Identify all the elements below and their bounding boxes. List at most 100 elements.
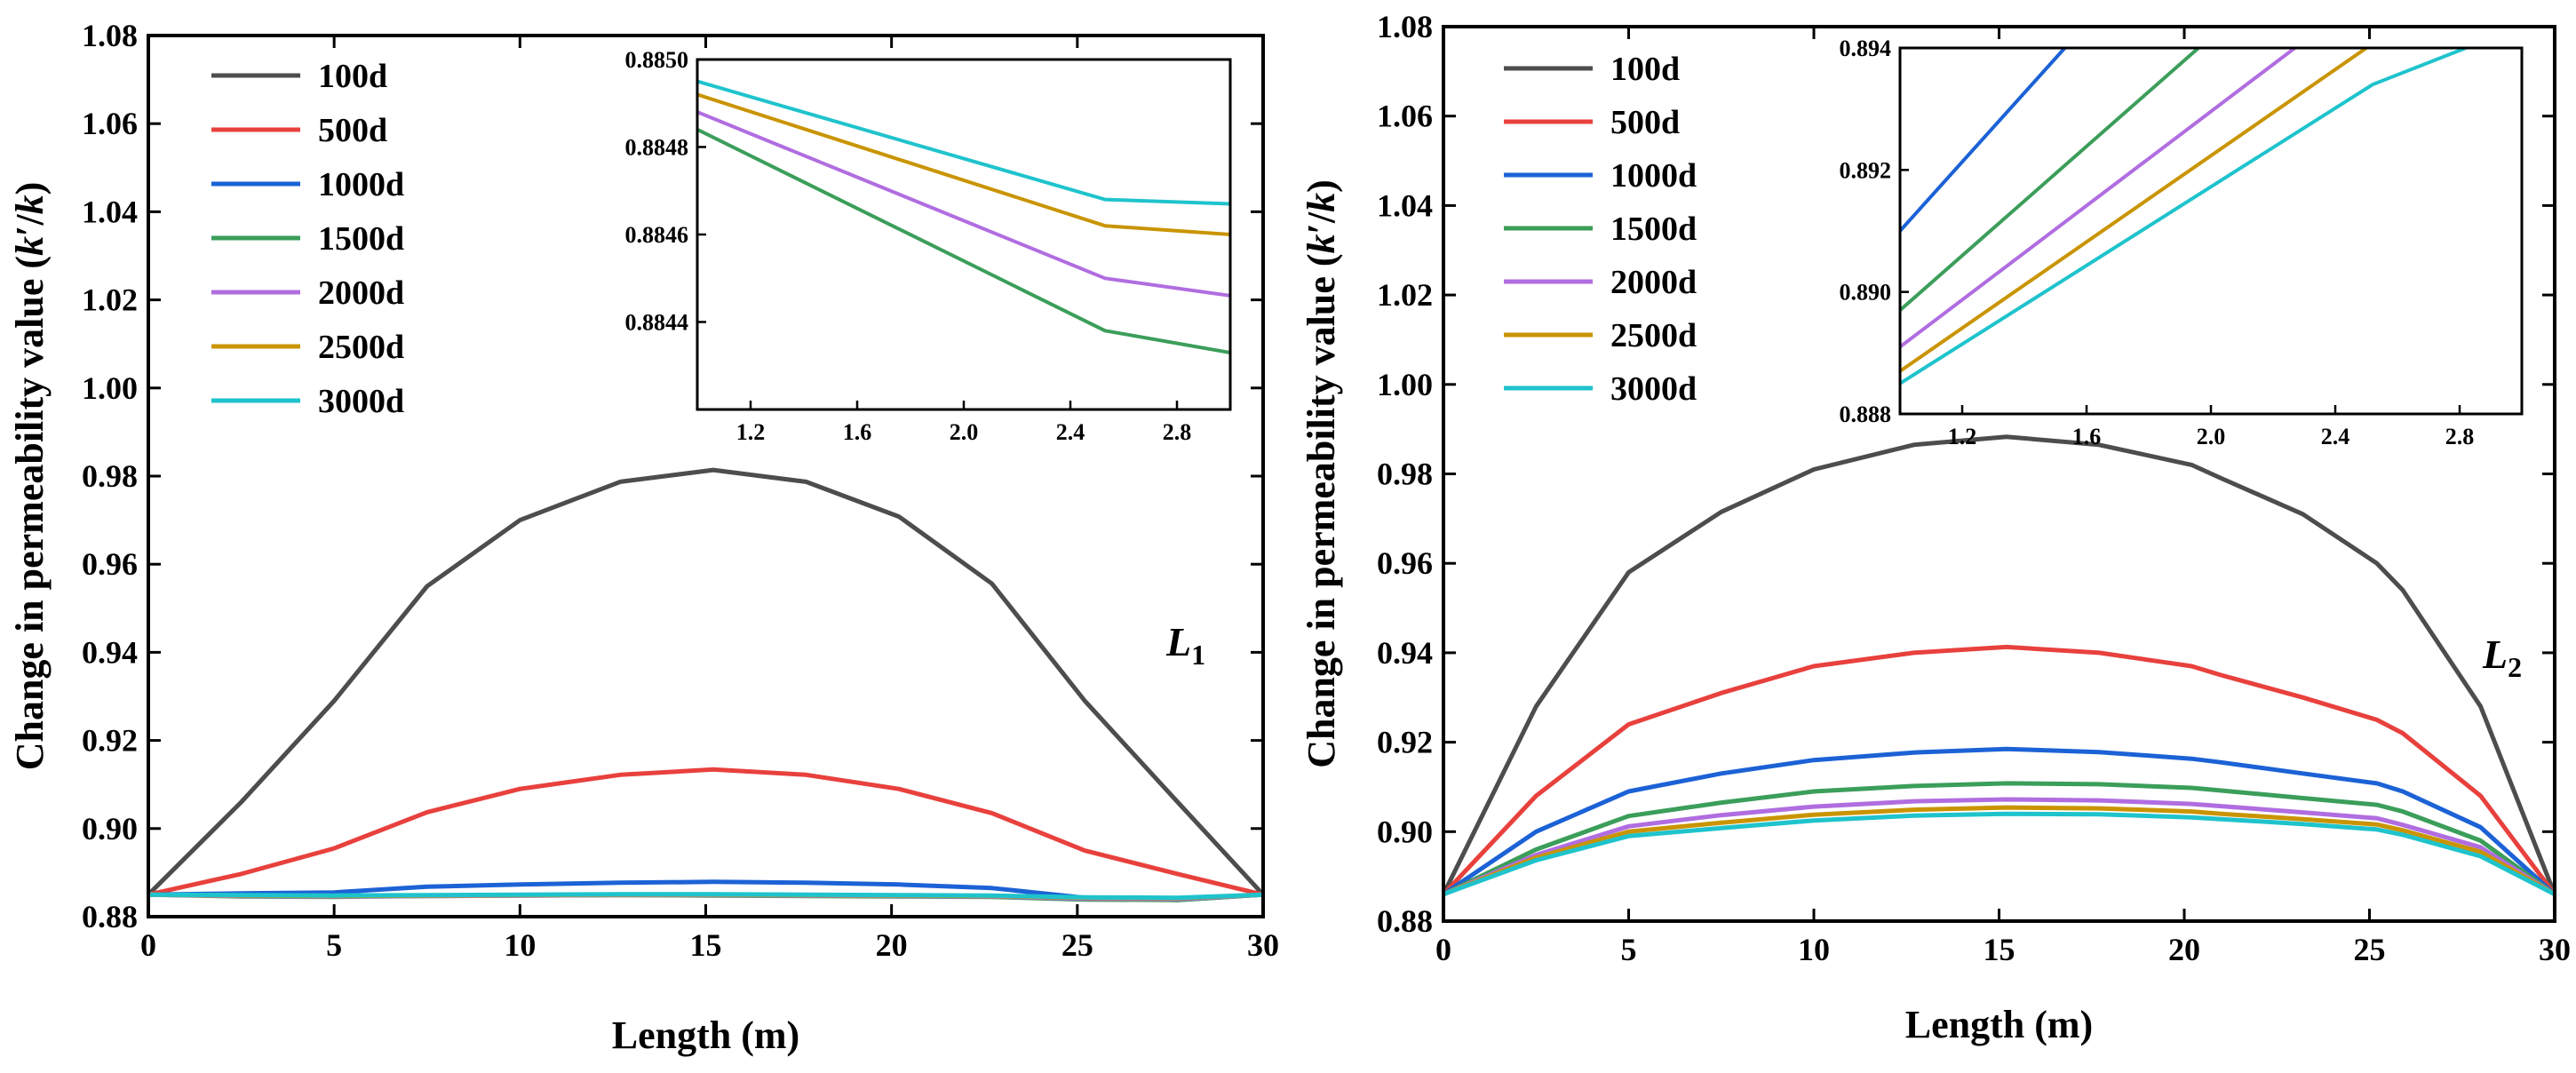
y-tick-label: 1.02 (82, 282, 138, 318)
x-tick-label: 0 (1435, 932, 1451, 967)
y-tick-label: 1.06 (1377, 99, 1433, 134)
x-tick-label: 10 (504, 927, 536, 963)
inset-y-tick-label: 0.890 (1840, 280, 1892, 306)
y-axis-label-part: k (1300, 234, 1343, 253)
x-tick-label: 25 (2354, 932, 2386, 967)
inset-series-group (1900, 48, 2467, 385)
inset-y-tick-label: 0.888 (1840, 401, 1892, 427)
inset-x-tick-label: 2.4 (1056, 419, 1085, 445)
y-tick-label: 0.94 (82, 634, 138, 670)
x-tick-label: 30 (2539, 932, 2571, 967)
y-tick-label: 0.98 (1377, 457, 1433, 492)
y-tick-label: 0.96 (82, 546, 138, 582)
y-tick-label: 1.06 (82, 106, 138, 141)
series-line-3000d (1443, 811, 2555, 897)
inset-x-tick-label: 1.2 (1948, 424, 1977, 449)
series-line-3000d (148, 892, 1263, 901)
y-axis-label-part: ′/ (8, 214, 52, 236)
inset-series-line-2000d (1900, 48, 2296, 349)
legend: 100d 500d 1000d 1500d 2000d 2500d 3000d (1504, 51, 1697, 408)
curve-annotation: L2 (2482, 632, 2522, 683)
series-line-500d (1443, 644, 2555, 896)
y-tick-label: 1.04 (82, 194, 138, 229)
y-axis-label: Change in permeability value (k′/k) (8, 182, 52, 771)
legend-label-1500d: 1500d (318, 220, 404, 258)
inset-x-tick-label: 2.4 (2321, 424, 2350, 449)
series-line-2000d (1443, 797, 2555, 897)
x-axis-label: Length (m) (1905, 1003, 2093, 1046)
y-axis-label-part: ) (8, 182, 52, 195)
series-line-100d (148, 467, 1263, 896)
y-tick-label: 1.04 (1377, 187, 1433, 223)
inset-background (697, 60, 1230, 409)
series-group (1443, 434, 2555, 897)
curve-annotation-letter: L (1165, 619, 1191, 664)
chart-panel-left: 0 5 10 15 20 25 30 0.88 0.90 0.92 0.94 0.96 0.98 1.00… (8, 18, 1279, 1057)
inset-y-tick-label: 0.8846 (625, 222, 689, 248)
series-line-100d (1443, 434, 2555, 895)
legend-label-3000d: 3000d (1610, 370, 1697, 408)
chart-panel-right: 0 5 10 15 20 25 30 0.88 0.90 0.92 0.94 0.96 0.98 1.00… (1300, 9, 2571, 1046)
y-tick-label: 1.02 (1377, 277, 1433, 313)
inset-x-tick-label: 1.6 (843, 419, 872, 445)
legend-label-1000d: 1000d (1610, 157, 1697, 195)
inset-series-line-1000d (1900, 48, 2066, 233)
legend-label-2000d: 2000d (318, 274, 404, 312)
inset-x-tick-label: 2.8 (1163, 419, 1192, 445)
legend-label-500d: 500d (318, 112, 387, 149)
inset-y-tick-label: 0.8850 (625, 47, 689, 73)
x-tick-label: 20 (876, 927, 908, 963)
x-tick-label: 25 (1061, 927, 1093, 963)
inset-series-group (697, 79, 1230, 354)
y-tick-label: 1.00 (82, 370, 138, 406)
y-tick-label: 1.08 (82, 18, 138, 53)
legend-label-500d: 500d (1610, 104, 1680, 141)
y-axis-label-part: k (1300, 193, 1343, 212)
y-tick-label: 0.90 (82, 811, 138, 846)
series-line-1500d (1443, 781, 2555, 897)
legend: 100d 500d 1000d 1500d 2000d 2500d 3000d (211, 58, 404, 420)
y-axis-label-part: Change in permeability value ( (8, 256, 52, 770)
y-tick-label: 0.92 (82, 723, 138, 759)
inset-series-line-2000d (697, 110, 1230, 298)
y-tick-label: 0.90 (1377, 814, 1433, 849)
legend-label-100d: 100d (1610, 51, 1680, 88)
series-line-500d (148, 767, 1263, 897)
curve-annotation-subscript: 2 (2508, 651, 2522, 683)
y-tick-label: 0.88 (82, 899, 138, 934)
y-axis-label-part: k (8, 236, 52, 256)
legend-label-2000d: 2000d (1610, 264, 1697, 301)
x-tick-label: 15 (1984, 932, 2015, 967)
x-tick-label: 5 (1621, 932, 1637, 967)
curve-annotation: L1 (1165, 619, 1205, 671)
series-line-1000d (1443, 746, 2555, 896)
inset-x-tick-label: 2.0 (950, 419, 979, 445)
legend-label-1000d: 1000d (318, 166, 404, 203)
inset-y-tick-label: 0.892 (1840, 157, 1892, 183)
inset-series-line-1500d (697, 128, 1230, 354)
inset-y-tick-label: 0.894 (1840, 36, 1892, 61)
y-axis-label-part: ′/ (1300, 211, 1343, 234)
inset-series-line-2500d (697, 92, 1230, 236)
x-tick-label: 15 (690, 927, 722, 963)
y-axis-label-part: ) (1300, 179, 1343, 193)
legend-label-2500d: 2500d (318, 329, 404, 366)
inset-x-tick-label: 1.6 (2072, 424, 2102, 449)
y-tick-label: 0.88 (1377, 903, 1433, 939)
x-tick-label: 30 (1247, 927, 1279, 963)
legend-label-2500d: 2500d (1610, 317, 1697, 354)
y-tick-label: 1.08 (1377, 9, 1433, 44)
inset-y-tick-label: 0.8848 (625, 135, 689, 161)
inset-x-tick-label: 2.0 (2197, 424, 2226, 449)
y-axis-label-part: Change in permeability value ( (1300, 253, 1343, 767)
curve-annotation-letter: L (2482, 632, 2508, 677)
inset-chart: 1.2 1.6 2.0 2.4 2.8 0.8844 0.8846 0.8848 0.8850 (625, 47, 1232, 445)
inset-series-line-1500d (1900, 48, 2200, 312)
inset-series-line-3000d (1900, 48, 2467, 385)
inset-y-tick-label: 0.8844 (625, 310, 689, 336)
legend-label-3000d: 3000d (318, 383, 404, 420)
x-axis-label: Length (m) (612, 1013, 799, 1057)
y-tick-label: 0.94 (1377, 635, 1433, 671)
y-tick-label: 0.92 (1377, 725, 1433, 760)
